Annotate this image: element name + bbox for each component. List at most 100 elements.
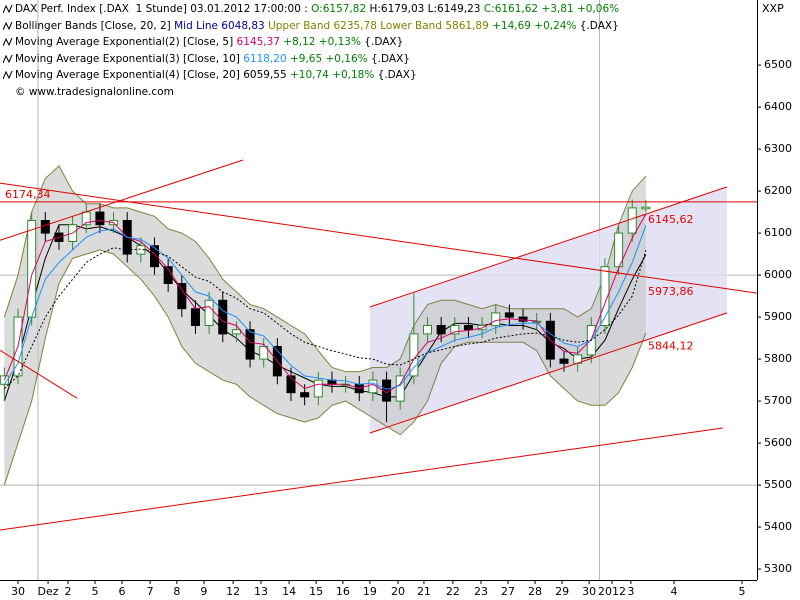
trend-line bbox=[0, 159, 244, 241]
y-tick-label: 5800 bbox=[764, 352, 792, 365]
legend-text: 6145,37 bbox=[236, 36, 280, 48]
x-tick-label: 4 bbox=[671, 585, 678, 598]
candle-body bbox=[504, 312, 514, 318]
price-label: 6145,62 bbox=[648, 213, 694, 226]
legend-text: +10,74 +0,18% bbox=[286, 69, 375, 81]
x-tick-label: Dez bbox=[38, 585, 59, 598]
x-tick-label: 28 bbox=[528, 585, 542, 598]
y-tick-label: 5600 bbox=[764, 436, 792, 449]
band-upper bbox=[3, 165, 647, 373]
legend-text: 6118,20 bbox=[243, 52, 287, 65]
legend-text: Moving Average Exponential(3) [Close, 10… bbox=[15, 52, 244, 65]
legend-text: {.DAX} bbox=[374, 69, 417, 81]
x-tick-label: 9 bbox=[200, 585, 207, 598]
candle-body bbox=[286, 375, 296, 394]
x-tick-label: 3 bbox=[627, 585, 634, 598]
ema-line bbox=[4, 247, 647, 389]
candle-body bbox=[259, 345, 269, 360]
legend-text: +14,69 +0,24% bbox=[488, 19, 577, 32]
x-tick-label: 19 bbox=[363, 585, 377, 598]
price-label: 5973,86 bbox=[648, 285, 694, 298]
y-tick-label: 6300 bbox=[764, 142, 792, 155]
band-lower bbox=[3, 249, 647, 486]
legend-text: O:6157,82 bbox=[311, 3, 367, 15]
legend-text: {.DAX} bbox=[367, 52, 410, 65]
legend-text: +8,12 +0,13% bbox=[279, 36, 361, 48]
legend-icon bbox=[3, 38, 13, 47]
candle-body bbox=[313, 379, 323, 398]
ema-line bbox=[3, 225, 647, 390]
legend-row: Moving Average Exponential(3) [Close, 10… bbox=[3, 51, 619, 68]
y-tick-label: 6100 bbox=[764, 226, 792, 239]
y-tick-label: 6200 bbox=[764, 184, 792, 197]
candle-body bbox=[600, 266, 610, 326]
x-tick-label: 12 bbox=[226, 585, 240, 598]
trend-line bbox=[0, 349, 78, 399]
y-tick-label: 5300 bbox=[764, 562, 792, 575]
candle-body bbox=[136, 245, 146, 255]
legend-icon-line bbox=[3, 54, 13, 63]
candle-body bbox=[245, 329, 255, 360]
legend-text: © www.tradesignalonline.com bbox=[15, 85, 174, 98]
legend-row: Moving Average Exponential(2) [Close, 5]… bbox=[3, 34, 619, 51]
legend-text: Moving Average Exponential(4) [Close, 20… bbox=[15, 69, 244, 81]
candle-body bbox=[559, 358, 569, 364]
candle-body bbox=[463, 324, 473, 331]
x-tick-label: 20 bbox=[391, 585, 405, 598]
x-tick-label: 5 bbox=[738, 585, 745, 598]
candle-body bbox=[450, 324, 460, 335]
candle-body bbox=[300, 392, 310, 398]
legend-text: C:6161,62 +3,81 +0,06% bbox=[483, 3, 620, 15]
candle-body bbox=[231, 329, 241, 335]
y-tick-label: 6500 bbox=[764, 58, 792, 71]
x-tick-label: 8 bbox=[173, 585, 180, 598]
x-tick-label: 29 bbox=[555, 585, 569, 598]
legend-row: © www.tradesignalonline.com bbox=[3, 84, 619, 101]
legend-text: +9,65 +0,16% bbox=[286, 52, 368, 65]
legend-row: Moving Average Exponential(4) [Close, 20… bbox=[3, 67, 619, 84]
candle-body bbox=[627, 207, 637, 234]
x-tick-label: 16 bbox=[336, 585, 350, 598]
candle-body bbox=[614, 232, 624, 268]
legend-icon bbox=[3, 5, 13, 14]
trend-line bbox=[0, 427, 723, 531]
candle-body bbox=[150, 245, 160, 268]
x-tick-label: 27 bbox=[501, 585, 515, 598]
legend-row: DAX Perf. Index [.DAX 1 Stunde] 03.01.20… bbox=[3, 1, 619, 18]
legend-text: {.DAX} bbox=[576, 19, 619, 32]
legend-icon bbox=[3, 21, 13, 30]
legend-text: H:6179,03 L:6149,23 bbox=[366, 3, 484, 15]
price-label: 6174,34 bbox=[5, 188, 51, 201]
x-tick-label: 30 bbox=[11, 585, 25, 598]
x-tick-label: 21 bbox=[417, 585, 431, 598]
legend-icon bbox=[3, 71, 13, 80]
legend-text: Upper Band 6235,78 Lower Band 5861,89 bbox=[264, 19, 489, 32]
x-tick-label: 6 bbox=[119, 585, 126, 598]
legend-text: Mid Line 6048,83 bbox=[174, 19, 265, 32]
x-tick-label: 15 bbox=[309, 585, 323, 598]
legend-text: Moving Average Exponential(2) [Close, 5] bbox=[15, 36, 237, 48]
legend-text: Bollinger Bands [Close, 20, 2] bbox=[15, 19, 175, 32]
x-tick-label: 30 bbox=[582, 585, 596, 598]
y-tick-label: 5500 bbox=[764, 478, 792, 491]
candle-body bbox=[423, 324, 433, 335]
band-mid bbox=[3, 224, 647, 402]
legend-row: Bollinger Bands [Close, 20, 2] Mid Line … bbox=[3, 18, 619, 35]
x-tick-label: 2012 bbox=[598, 585, 626, 598]
legend: DAX Perf. Index [.DAX 1 Stunde] 03.01.20… bbox=[3, 1, 619, 100]
plot-area bbox=[0, 0, 757, 580]
legend-text: 6059,55 bbox=[243, 69, 287, 81]
legend-icon-line bbox=[3, 21, 13, 30]
x-tick-label: 14 bbox=[282, 585, 296, 598]
legend-text: DAX Perf. Index [.DAX 1 Stunde] 03.01.20… bbox=[15, 3, 312, 15]
y-tick-label: 5900 bbox=[764, 310, 792, 323]
legend-icon-line bbox=[3, 5, 13, 14]
candle-body bbox=[95, 211, 105, 226]
legend-icon bbox=[3, 54, 13, 63]
legend-text: {.DAX} bbox=[360, 36, 404, 48]
y-tick-label: 6400 bbox=[764, 100, 792, 113]
y-tick-label: 5700 bbox=[764, 394, 792, 407]
y-tick-label: 5400 bbox=[764, 520, 792, 533]
